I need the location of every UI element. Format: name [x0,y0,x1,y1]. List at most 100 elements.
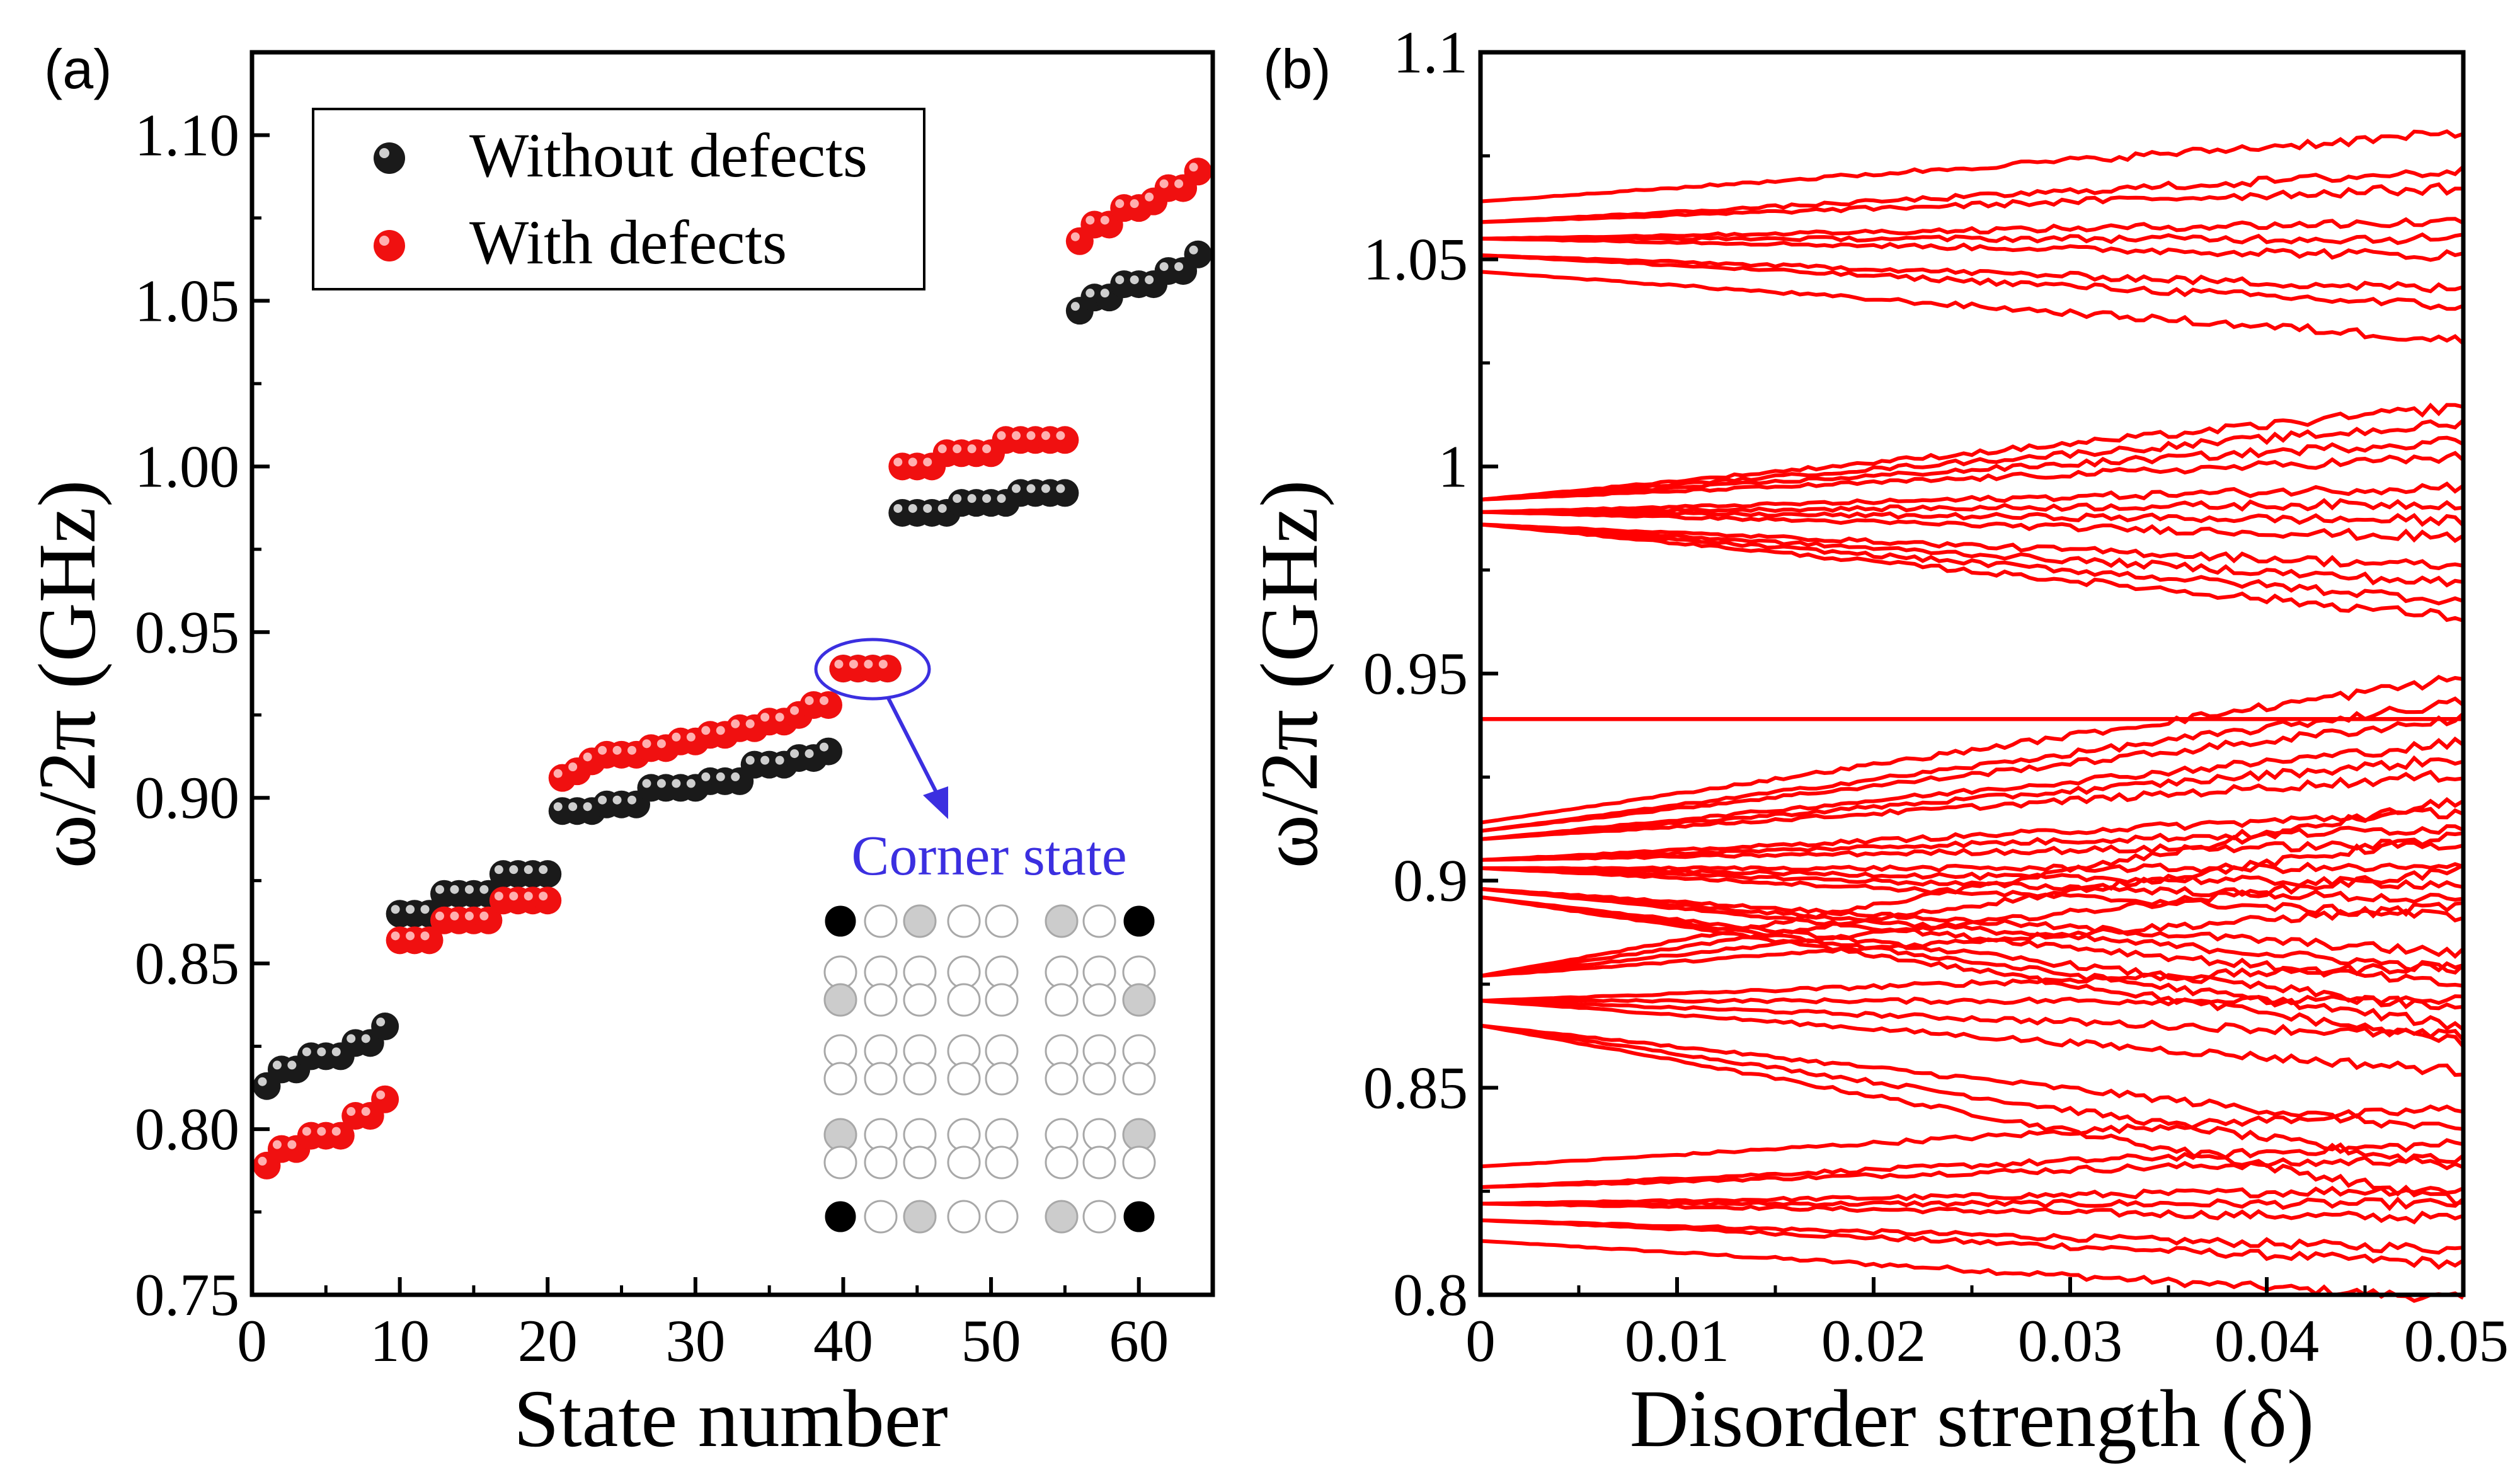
b-eigen-line [1480,736,2465,841]
panel-a: (a) 0 10 20 30 40 50 60 0.75 0.80 0.85 0.90 0.95 1.0… [22,38,1215,1464]
b-eigen-line [1480,994,2464,1007]
lattice-site [864,1062,898,1096]
legend-marker-with-defects [374,230,405,261]
a-ytick-label: 0.95 [135,599,239,665]
a-point [371,1085,399,1113]
a-ytick-label: 0.80 [135,1096,239,1162]
b-eigen-line [1480,824,2465,862]
b-eigen-line [1480,129,2465,204]
b-xtick-label: 0.04 [2214,1307,2319,1374]
panel-b-lines [1480,129,2465,1303]
b-eigen-line [1480,806,2465,862]
legend-label-with-defects: With defects [469,207,787,277]
lattice-site [1045,904,1079,938]
b-eigen-line [1480,1023,2465,1171]
lattice-site [903,1145,937,1179]
lattice-site [864,1200,898,1234]
a-point [1184,158,1212,186]
b-eigen-line [1480,182,2464,224]
b-eigen-line [1480,481,2465,514]
panel-a-xlabel: State number [513,1374,948,1464]
a-ytick-label: 0.75 [135,1261,239,1328]
b-xtick-label: 0.01 [1625,1307,1729,1374]
b-xtick-label: 0.05 [2404,1307,2509,1374]
b-eigen-line [1480,1104,2464,1169]
b-band [1480,402,2465,623]
panel-a-axes: 0 10 20 30 40 50 60 0.75 0.80 0.85 0.90 0.95 1.00 1.0… [135,101,1169,1374]
b-eigen-line [1480,165,2465,224]
a-point [474,906,503,934]
b-ytick-label: 0.9 [1393,847,1468,914]
lattice-site [1082,904,1116,938]
lattice-site [947,983,981,1017]
a-xtick-label: 50 [961,1307,1021,1374]
b-eigen-line [1480,797,2465,978]
lattice-site [947,904,981,938]
panel-b-plot-frame [1478,50,2466,1297]
b-eigen-line [1480,861,2464,875]
b-eigen-line [1480,253,2465,311]
a-xtick-label: 10 [370,1307,430,1374]
b-eigen-line [1480,217,2465,241]
lattice-site [947,1062,981,1096]
b-eigen-line [1480,1023,2464,1131]
corner-state-ellipse [814,638,931,701]
b-ytick-label: 1.05 [1363,226,1468,293]
a-xtick-label: 40 [813,1307,873,1374]
b-eigen-line [1480,498,2464,514]
a-point [534,860,562,888]
panel-b-label: (b) [1263,38,1331,100]
lattice-site [825,905,856,937]
a-ytick-label: 0.90 [135,764,239,831]
lattice-site [1045,983,1079,1017]
lattice-site [903,1200,937,1234]
b-band [1480,797,2465,1206]
lattice-site [1082,1200,1116,1234]
lattice-site [903,1062,937,1096]
b-eigen-line [1480,866,2464,923]
lattice-site [1123,905,1155,937]
panel-b-xlabel: Disorder strength (δ) [1630,1374,2315,1464]
b-eigen-line [1480,1138,2464,1190]
lattice-site [1122,1062,1156,1096]
a-point [371,1013,399,1041]
a-xtick-label: 60 [1109,1307,1169,1374]
b-xtick-label: 0 [1465,1307,1496,1374]
b-eigen-line [1480,522,2464,570]
b-ytick-label: 0.85 [1363,1054,1468,1121]
b-eigen-line [1480,674,2464,825]
legend-box [312,108,925,290]
panel-a-ylabel: ω/2π (GHz) [22,480,113,869]
b-eigen-line [1480,831,2464,978]
b-eigen-line [1480,522,2464,605]
b-eigen-line [1480,1239,2465,1303]
b-eigen-line [1480,712,2465,833]
b-eigen-line [1480,696,2465,833]
lattice-site [1082,1062,1116,1096]
b-eigen-line [1480,522,2464,623]
panel-b-ylabel: ω/2π (GHz) [1244,480,1335,869]
a-ytick-label: 1.10 [135,101,239,168]
lattice-site [985,1062,1019,1096]
lattice-site [823,1145,857,1179]
a-point [1051,426,1079,454]
b-eigen-line [1480,435,2465,502]
b-eigen-line [1480,887,2465,975]
b-eigen-line [1480,402,2464,502]
panel-a-legend: Without defects With defects [312,108,925,290]
lattice-site [864,904,898,938]
b-eigen-line [1480,510,2465,543]
b-ytick-label: 1.1 [1393,19,1468,86]
a-point [534,887,562,915]
b-eigen-line [1480,1152,2465,1190]
b-eigen-line [1480,866,2464,890]
a-point [815,691,842,719]
a-series-with-defects [253,158,1212,1179]
b-eigen-line [1480,866,2464,904]
b-eigen-line [1480,522,2464,588]
lattice-site [1045,1062,1079,1096]
lattice-site [823,1062,857,1096]
b-eigen-line [1480,253,2464,294]
panel-a-markers [253,158,1212,1179]
